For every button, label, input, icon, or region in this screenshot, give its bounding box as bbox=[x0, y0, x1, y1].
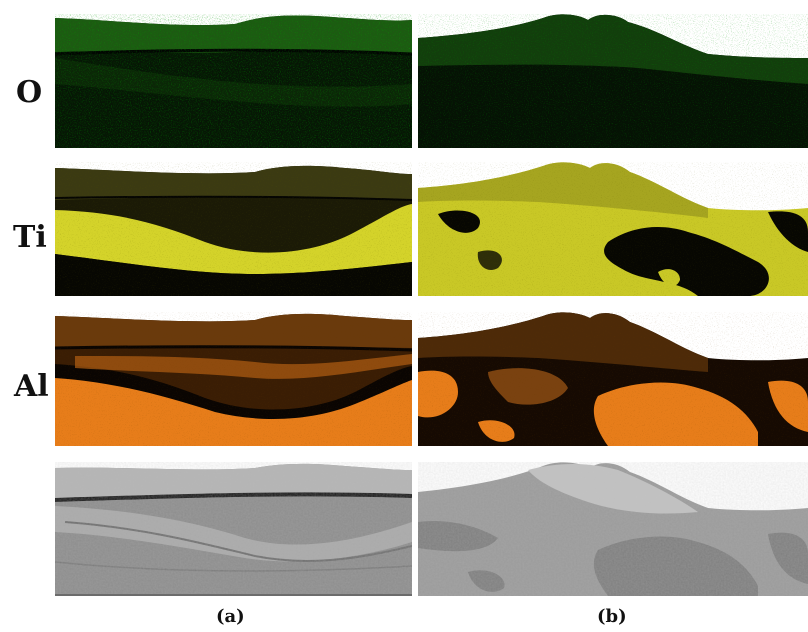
titanium-map-b bbox=[418, 162, 808, 296]
sem-image-a bbox=[55, 462, 412, 596]
titanium-map-a bbox=[55, 162, 412, 296]
oxygen-map-b bbox=[418, 14, 808, 148]
aluminum-map-a bbox=[55, 312, 412, 446]
row-label-titanium: Ti bbox=[13, 220, 47, 255]
oxygen-map-a bbox=[55, 14, 412, 148]
aluminum-map-b bbox=[418, 312, 808, 446]
column-label-a: (a) bbox=[216, 606, 245, 627]
row-label-aluminum: Al bbox=[14, 369, 49, 404]
sem-image-b bbox=[418, 462, 808, 596]
row-label-oxygen: O bbox=[16, 75, 43, 110]
column-label-b: (b) bbox=[597, 606, 627, 627]
